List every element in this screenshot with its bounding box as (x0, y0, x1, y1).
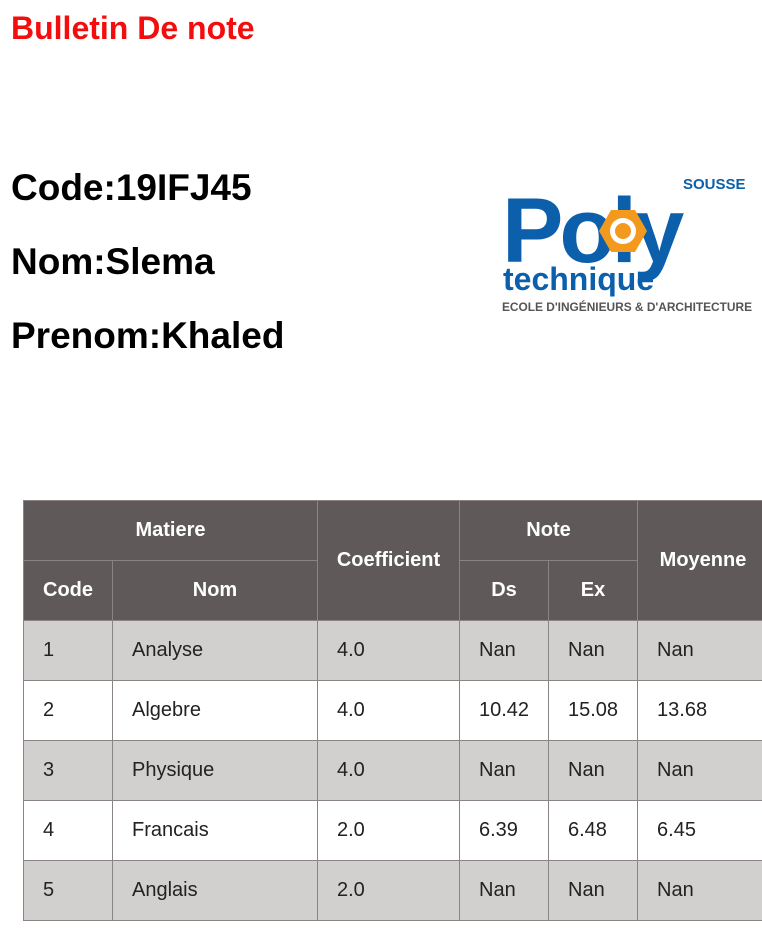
table-row: 3 Physique 4.0 Nan Nan Nan (23, 740, 762, 801)
cell-coef: 2.0 (317, 800, 460, 861)
cell-code: 4 (23, 800, 113, 861)
header-note: Note (458, 500, 639, 561)
cell-ds: 6.39 (459, 800, 549, 861)
table-row: 5 Anglais 2.0 Nan Nan Nan (23, 860, 762, 921)
logo-tagline: ECOLE D'INGÉNIEURS & D'ARCHITECTURE (502, 299, 752, 314)
header-ds: Ds (459, 560, 549, 621)
cell-coef: 4.0 (317, 740, 460, 801)
logo-top-text: SOUSSE (683, 176, 746, 193)
cell-moyenne: 6.45 (637, 800, 762, 861)
cell-moyenne: 13.68 (637, 680, 762, 741)
cell-moyenne: Nan (637, 620, 762, 681)
header-matiere: Matiere (23, 500, 318, 561)
header-row-1: Matiere Coefficient Note Moyenne (23, 500, 762, 621)
cell-ex: 15.08 (547, 680, 639, 741)
cell-ex: 6.48 (547, 800, 639, 861)
cell-code: 2 (23, 680, 113, 741)
cell-moyenne: Nan (637, 740, 762, 801)
cell-ex: Nan (547, 860, 639, 921)
table-row: 2 Algebre 4.0 10.42 15.08 13.68 (23, 680, 762, 741)
cell-nom: Algebre (112, 680, 318, 741)
cell-moyenne: Nan (637, 860, 762, 921)
cell-nom: Anglais (112, 860, 318, 921)
cell-ds: Nan (459, 740, 549, 801)
cell-coef: 4.0 (317, 620, 460, 681)
table-row: 1 Analyse 4.0 Nan Nan Nan (23, 620, 762, 681)
cell-nom: Francais (112, 800, 318, 861)
cell-ds: Nan (459, 860, 549, 921)
cell-nom: Physique (112, 740, 318, 801)
header-nom: Nom (112, 560, 318, 621)
polytechnique-logo: SOUSSE Poly technique ECOLE D'INGÉNIEURS… (502, 176, 752, 314)
cell-nom: Analyse (112, 620, 318, 681)
page-title: Bulletin De note (11, 10, 255, 46)
header-ex: Ex (547, 560, 639, 621)
cell-code: 1 (23, 620, 113, 681)
cell-ds: Nan (459, 620, 549, 681)
student-nom: Nom:Slema (11, 241, 215, 282)
table-row: 4 Francais 2.0 6.39 6.48 6.45 (23, 800, 762, 861)
hex-nut-icon (599, 210, 647, 252)
grades-table: Matiere Coefficient Note Moyenne Code No… (23, 500, 762, 921)
header-moyenne: Moyenne (637, 500, 762, 621)
cell-coef: 2.0 (317, 860, 460, 921)
student-prenom: Prenom:Khaled (11, 315, 285, 356)
cell-ex: Nan (547, 620, 639, 681)
cell-code: 3 (23, 740, 113, 801)
header-row-2: Code Nom Ds Ex (23, 560, 762, 621)
student-info: Code:19IFJ45 Nom:Slema Prenom:Khaled (11, 166, 284, 388)
cell-ex: Nan (547, 740, 639, 801)
logo-word-poly: Poly (502, 180, 684, 282)
cell-code: 5 (23, 860, 113, 921)
header-code: Code (23, 560, 113, 621)
cell-coef: 4.0 (317, 680, 460, 741)
cell-ds: 10.42 (459, 680, 549, 741)
student-code: Code:19IFJ45 (11, 167, 252, 208)
header-coefficient: Coefficient (317, 500, 460, 621)
logo-word-technique: technique (503, 261, 654, 297)
